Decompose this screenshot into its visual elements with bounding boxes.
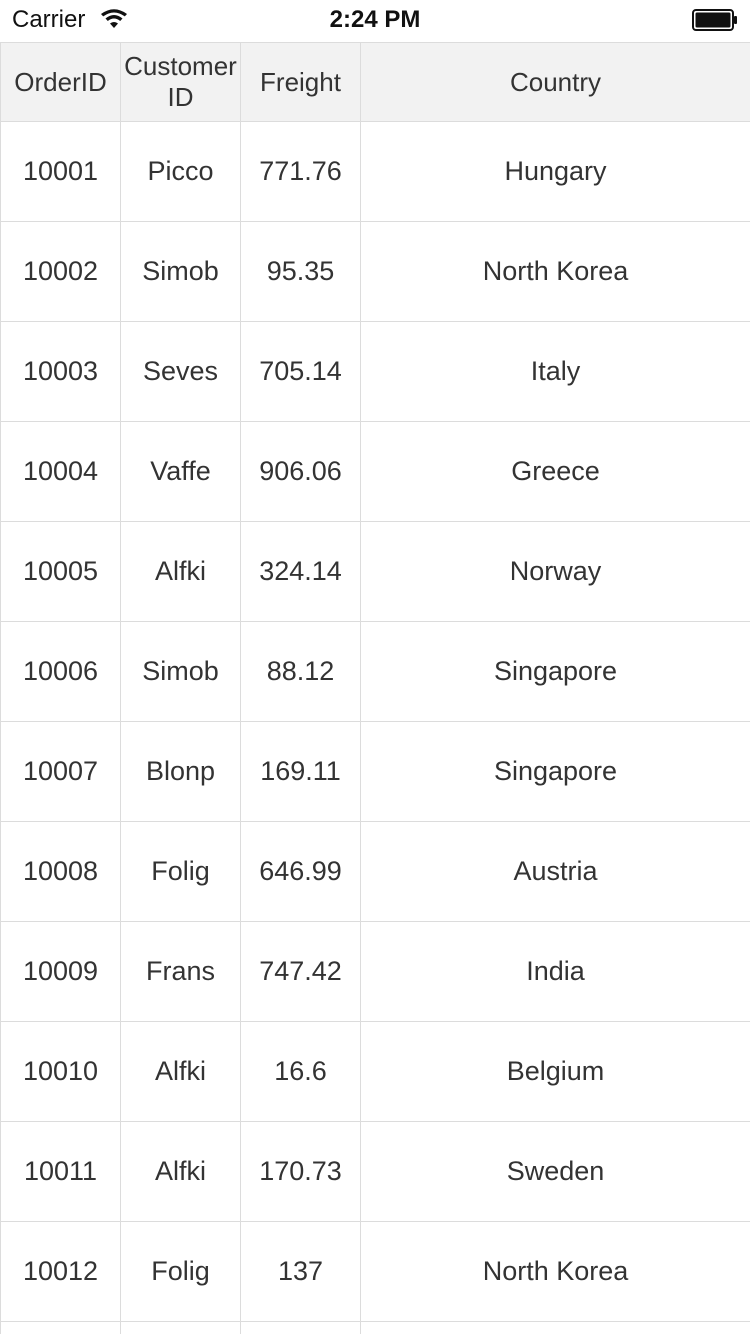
wifi-icon: [101, 9, 127, 28]
cell-orderid[interactable]: 10012: [0, 1221, 121, 1322]
cell-country[interactable]: India: [360, 921, 750, 1022]
status-time: 2:24 PM: [329, 6, 421, 33]
cell-country[interactable]: Belgium: [360, 1021, 750, 1122]
cell-freight[interactable]: [240, 1321, 361, 1334]
cell-freight[interactable]: 646.99: [240, 821, 361, 922]
table-row[interactable]: 10005 Alfki 324.14 Norway: [0, 521, 750, 622]
cell-country[interactable]: Sweden: [360, 1121, 750, 1222]
table-row[interactable]: 10004 Vaffe 906.06 Greece: [0, 421, 750, 522]
cell-customerid[interactable]: [120, 1321, 241, 1334]
grid-body: 10001 Picco 771.76 Hungary 10002 Simob 95.35 No…: [0, 121, 750, 1334]
table-row[interactable]: [0, 1321, 750, 1334]
cell-customerid[interactable]: Alfki: [120, 1121, 241, 1222]
cell-orderid[interactable]: 10010: [0, 1021, 121, 1122]
cell-country[interactable]: Austria: [360, 821, 750, 922]
cell-customerid[interactable]: Simob: [120, 221, 241, 322]
battery-icon: [692, 9, 737, 31]
cell-customerid[interactable]: Folig: [120, 821, 241, 922]
cell-customerid[interactable]: Simob: [120, 621, 241, 722]
column-header-freight[interactable]: Freight: [240, 42, 361, 122]
cell-freight[interactable]: 88.12: [240, 621, 361, 722]
table-row[interactable]: 10001 Picco 771.76 Hungary: [0, 121, 750, 222]
table-row[interactable]: 10010 Alfki 16.6 Belgium: [0, 1021, 750, 1122]
column-header-country[interactable]: Country: [360, 42, 750, 122]
cell-country[interactable]: Italy: [360, 321, 750, 422]
cell-orderid[interactable]: 10005: [0, 521, 121, 622]
cell-customerid[interactable]: Frans: [120, 921, 241, 1022]
table-row[interactable]: 10012 Folig 137 North Korea: [0, 1221, 750, 1322]
cell-country[interactable]: [360, 1321, 750, 1334]
cell-orderid[interactable]: 10009: [0, 921, 121, 1022]
table-row[interactable]: 10008 Folig 646.99 Austria: [0, 821, 750, 922]
cell-country[interactable]: Greece: [360, 421, 750, 522]
data-grid[interactable]: OrderID CustomerID Freight Country 10001…: [0, 42, 750, 1334]
cell-orderid[interactable]: 10003: [0, 321, 121, 422]
cell-freight[interactable]: 16.6: [240, 1021, 361, 1122]
carrier-label: Carrier: [12, 6, 86, 33]
table-row[interactable]: 10002 Simob 95.35 North Korea: [0, 221, 750, 322]
cell-freight[interactable]: 169.11: [240, 721, 361, 822]
cell-freight[interactable]: 705.14: [240, 321, 361, 422]
table-row[interactable]: 10007 Blonp 169.11 Singapore: [0, 721, 750, 822]
column-header-orderid[interactable]: OrderID: [0, 42, 121, 122]
cell-orderid[interactable]: 10001: [0, 121, 121, 222]
cell-freight[interactable]: 906.06: [240, 421, 361, 522]
table-row[interactable]: 10009 Frans 747.42 India: [0, 921, 750, 1022]
cell-customerid[interactable]: Alfki: [120, 1021, 241, 1122]
cell-orderid[interactable]: 10008: [0, 821, 121, 922]
cell-freight[interactable]: 324.14: [240, 521, 361, 622]
cell-country[interactable]: North Korea: [360, 221, 750, 322]
cell-orderid[interactable]: 10004: [0, 421, 121, 522]
cell-customerid[interactable]: Folig: [120, 1221, 241, 1322]
cell-orderid[interactable]: 10007: [0, 721, 121, 822]
cell-orderid[interactable]: [0, 1321, 121, 1334]
cell-freight[interactable]: 137: [240, 1221, 361, 1322]
orders-table: OrderID CustomerID Freight Country 10001…: [0, 42, 750, 1334]
cell-orderid[interactable]: 10011: [0, 1121, 121, 1222]
cell-freight[interactable]: 95.35: [240, 221, 361, 322]
cell-customerid[interactable]: Picco: [120, 121, 241, 222]
cell-orderid[interactable]: 10006: [0, 621, 121, 722]
cell-freight[interactable]: 771.76: [240, 121, 361, 222]
table-row[interactable]: 10003 Seves 705.14 Italy: [0, 321, 750, 422]
header-row: OrderID CustomerID Freight Country: [0, 42, 750, 122]
cell-customerid[interactable]: Seves: [120, 321, 241, 422]
table-row[interactable]: 10006 Simob 88.12 Singapore: [0, 621, 750, 722]
table-row[interactable]: 10011 Alfki 170.73 Sweden: [0, 1121, 750, 1222]
cell-customerid[interactable]: Vaffe: [120, 421, 241, 522]
cell-orderid[interactable]: 10002: [0, 221, 121, 322]
cell-customerid[interactable]: Alfki: [120, 521, 241, 622]
cell-customerid[interactable]: Blonp: [120, 721, 241, 822]
cell-country[interactable]: North Korea: [360, 1221, 750, 1322]
cell-country[interactable]: Singapore: [360, 721, 750, 822]
cell-freight[interactable]: 170.73: [240, 1121, 361, 1222]
column-header-customerid[interactable]: CustomerID: [120, 42, 241, 122]
cell-country[interactable]: Singapore: [360, 621, 750, 722]
cell-freight[interactable]: 747.42: [240, 921, 361, 1022]
cell-country[interactable]: Hungary: [360, 121, 750, 222]
status-bar: Carrier 2:24 PM: [0, 0, 750, 42]
cell-country[interactable]: Norway: [360, 521, 750, 622]
